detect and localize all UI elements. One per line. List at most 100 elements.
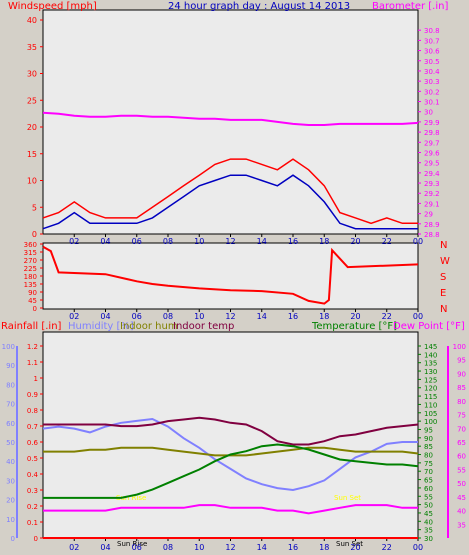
x-tick-label: 06 (132, 543, 142, 552)
direction-letter: S (440, 272, 446, 283)
humidity-tick-label: 30 (6, 477, 15, 485)
temp-tick-label: 65 (424, 477, 433, 485)
rain-tick-label: 0.9 (27, 391, 38, 399)
baro-tick-label: 30.4 (424, 68, 440, 76)
x-tick-label: 14 (257, 237, 267, 246)
dew-tick-label: 65 (457, 439, 466, 447)
humidity-tick-label: 10 (6, 516, 15, 524)
x-tick-label: 18 (319, 543, 329, 552)
x-tick-label: 08 (163, 312, 173, 321)
sun-set-axis-label: Sun Set (336, 540, 363, 548)
series-humidity (42, 417, 418, 492)
sun-set-label: Sun Set (334, 494, 361, 502)
baro-tick-label: 30.1 (424, 99, 440, 107)
rain-tick-label: 0.4 (27, 471, 39, 479)
humidity-tick-label: 0 (11, 535, 15, 543)
humidity-legend: Humidity [%] (68, 321, 134, 332)
baro-tick-label: 28.8 (424, 231, 440, 239)
x-tick-label: 22 (382, 543, 392, 552)
wind-tick-label: 25 (27, 96, 37, 105)
temp-tick-label: 70 (424, 468, 433, 476)
baro-tick-label: 29.3 (424, 180, 440, 188)
baro-tick-label: 29.2 (424, 190, 440, 198)
baro-tick-label: 29.4 (424, 170, 440, 178)
x-tick-label: 04 (100, 543, 110, 552)
x-tick-label: 20 (350, 237, 360, 246)
temp-tick-label: 115 (424, 393, 437, 401)
dew-tick-label: 85 (457, 384, 466, 392)
windspeed-axis-label: Windspeed [mph] (8, 1, 97, 12)
baro-tick-label: 29.8 (424, 129, 440, 137)
dew-tick-label: 90 (457, 370, 466, 378)
humidity-tick-label: 70 (6, 401, 15, 409)
x-tick-label: 22 (382, 312, 392, 321)
dew-tick-label: 75 (457, 412, 466, 420)
direction-plot-area (42, 242, 419, 310)
baro-tick-label: 28.9 (424, 221, 440, 229)
dew-tick-label: 70 (457, 425, 466, 433)
rain-tick-label: 0.6 (27, 439, 39, 447)
baro-tick-label: 30.5 (424, 58, 440, 66)
series-windspeed (42, 158, 418, 225)
temp-tick-label: 140 (424, 351, 437, 359)
temp-tick-label: 95 (424, 426, 433, 434)
wind-tick-label: 15 (27, 150, 37, 159)
direction-letter: N (440, 240, 447, 251)
x-tick-label: 06 (132, 312, 142, 321)
x-tick-label: 12 (225, 237, 235, 246)
x-tick-label: 10 (194, 237, 204, 246)
temp-tick-label: 100 (424, 418, 437, 426)
x-tick-label: 04 (100, 312, 110, 321)
dew-tick-label: 50 (457, 480, 466, 488)
dew-tick-label: 55 (457, 466, 466, 474)
baro-tick-label: 30.6 (424, 48, 440, 56)
series-temperature (43, 443, 419, 499)
wind-tick-label: 0 (32, 230, 37, 239)
dew-tick-label: 45 (457, 494, 466, 502)
wind-tick-label: 5 (32, 203, 37, 212)
dir-tick-label: 45 (28, 297, 37, 305)
dir-tick-label: 180 (24, 273, 37, 281)
rain-tick-label: 0 (34, 535, 38, 543)
temp-tick-label: 55 (424, 493, 433, 501)
series-barometer (42, 111, 419, 126)
sun-rise-axis-label: Sun Rise (117, 540, 147, 548)
humidity-tick-label: 90 (6, 362, 15, 370)
series-windspeed-average (42, 174, 418, 230)
x-tick-label: 16 (288, 237, 298, 246)
x-tick-label: 04 (100, 237, 110, 246)
rain-tick-label: 1.1 (27, 359, 38, 367)
rain-tick-label: 0.8 (27, 407, 38, 415)
dew-tick-label: 40 (457, 508, 466, 516)
dew-tick-label: 35 (457, 521, 466, 529)
chart-title: 24 hour graph day : August 14 2013 (168, 1, 350, 12)
x-tick-label: 18 (319, 237, 329, 246)
temp-tick-label: 90 (424, 435, 433, 443)
x-tick-label: 18 (319, 312, 329, 321)
x-tick-label: 10 (194, 543, 204, 552)
temp-tick-label: 35 (424, 527, 433, 535)
dew-tick-label: 100 (453, 343, 466, 351)
temp-tick-label: 45 (424, 510, 433, 518)
baro-tick-label: 30.3 (424, 78, 440, 86)
humidity-tick-label: 60 (6, 420, 15, 428)
rain-tick-label: 1 (34, 375, 38, 383)
x-tick-label: 00 (413, 312, 423, 321)
temp-tick-label: 120 (424, 385, 437, 393)
dir-tick-label: 270 (24, 257, 37, 265)
series-wind-direction (42, 245, 419, 305)
wind-tick-label: 20 (27, 123, 37, 132)
baro-tick-label: 30.8 (424, 27, 440, 35)
x-tick-label: 16 (288, 543, 298, 552)
x-tick-label: 12 (225, 543, 235, 552)
direction-letter: W (440, 256, 450, 267)
wind-plot-area (42, 9, 419, 235)
temp-tick-label: 50 (424, 502, 433, 510)
dew-point-legend: Dew Point [°F] (393, 321, 465, 332)
x-tick-label: 20 (350, 543, 360, 552)
baro-tick-label: 29.6 (424, 149, 440, 157)
